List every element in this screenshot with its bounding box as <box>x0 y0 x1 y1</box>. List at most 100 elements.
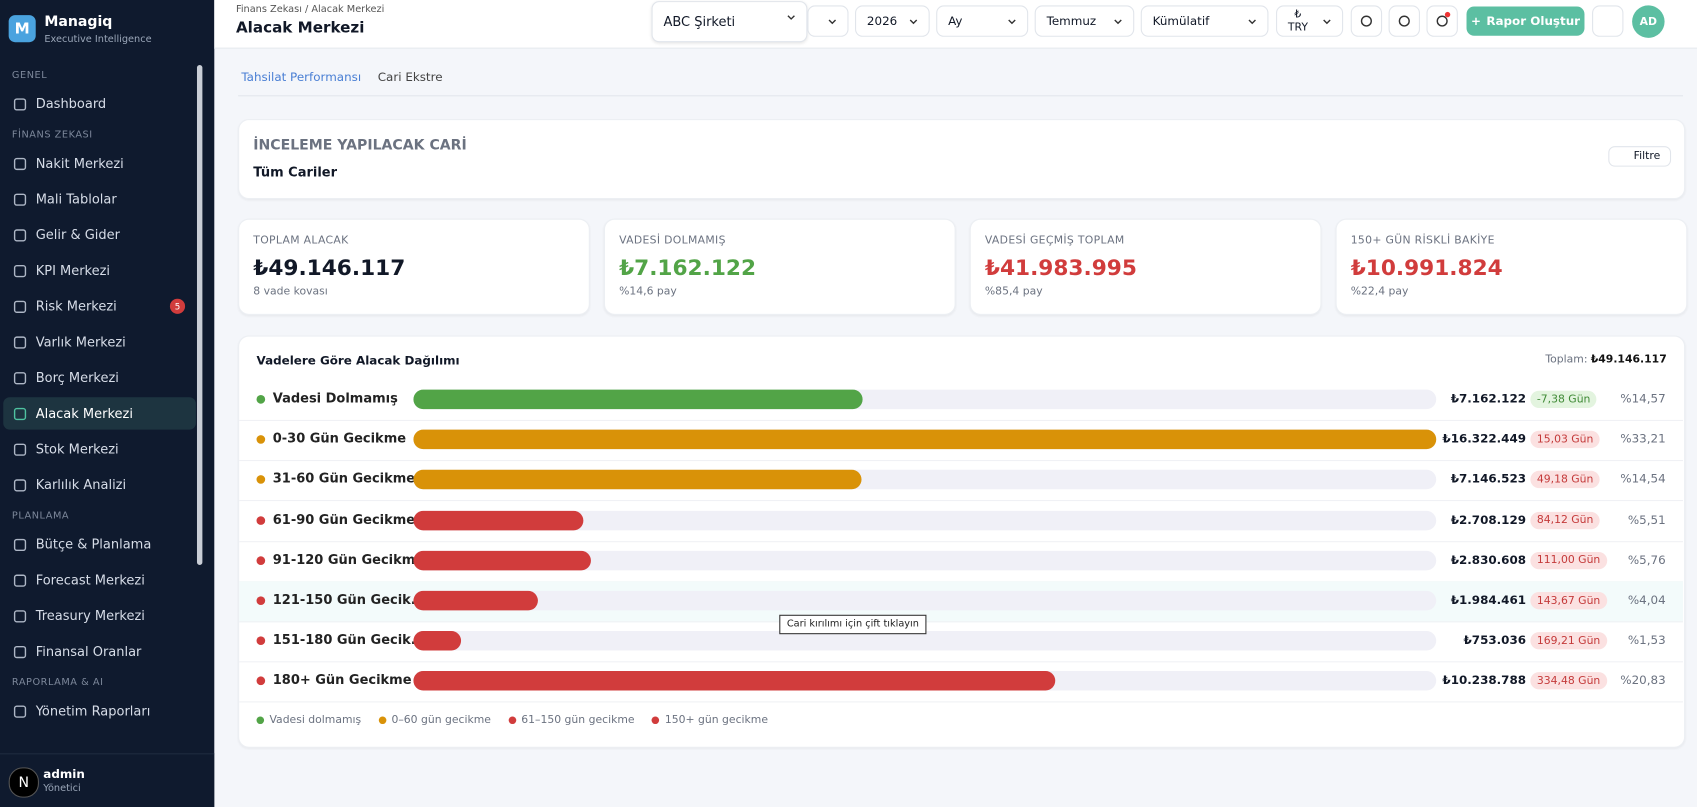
kpi-note: %85,4 pay <box>984 285 1043 298</box>
nav-item[interactable]: Gelir & Gider <box>3 219 196 251</box>
kpi-note: %22,4 pay <box>1350 285 1409 298</box>
month-select[interactable]: Temmuz <box>1034 5 1135 37</box>
year-select[interactable]: 2026 <box>855 5 930 37</box>
nav-label: Alacak Merkezi <box>35 405 133 422</box>
bucket-row[interactable]: Vadesi Dolmamış ₺7.162.122 -7,38 Gün %14,57 <box>239 380 1683 422</box>
days-chip: 334,48 Gün <box>1530 672 1607 690</box>
bucket-name: 0-30 Gün Gecikme <box>272 430 407 447</box>
legend-item: 61–150 gün gecikme <box>508 714 635 727</box>
bucket-name: 31-60 Gün Gecikme <box>272 471 416 487</box>
nav-item[interactable]: Karlılık Analizi <box>3 469 196 501</box>
nav-item[interactable]: Stok Merkezi <box>3 433 196 465</box>
chevron <box>1114 19 1122 25</box>
mode-select[interactable]: Kümülatif <box>1140 5 1269 37</box>
icon-button[interactable] <box>1388 5 1420 37</box>
bucket-row[interactable]: 61-90 Gün Gecikme ₺2.708.129 84,12 Gün %5,5… <box>239 501 1683 542</box>
tab[interactable]: Tahsilat Performansı <box>241 70 362 85</box>
amount: ₺1.984.461 <box>1450 593 1527 608</box>
nav-item[interactable]: Mali Tablolar <box>3 183 196 215</box>
nav-item[interactable]: Borç Merkezi <box>3 361 196 393</box>
currency-symbol: ₺ <box>1294 8 1302 21</box>
icon <box>13 609 27 622</box>
period-select-text: Ay <box>948 14 963 29</box>
sidebar: M Managiq Executive Intelligence GENEL Dashb… <box>0 0 215 807</box>
kpi-note: 8 vade kovası <box>253 285 328 298</box>
bar-track <box>413 510 1437 530</box>
filter-button[interactable]: Filtre <box>1608 146 1672 167</box>
nav-section: PLANLAMA <box>11 510 70 522</box>
tab[interactable]: Cari Ekstre <box>377 70 443 85</box>
period-select[interactable]: Ay <box>936 5 1029 37</box>
kpi-label: 150+ GÜN RİSKLİ BAKİYE <box>1350 234 1495 247</box>
total-value: ₺49.146.117 <box>1590 353 1667 366</box>
nav-label: Gelir & Gider <box>35 227 120 243</box>
report-button[interactable]: + Rapor Oluştur <box>1466 6 1585 36</box>
legend-dot <box>378 716 387 725</box>
icon <box>13 264 27 277</box>
nav-item[interactable]: Dashboard <box>3 88 196 120</box>
company-select[interactable]: ABC Şirketi <box>651 1 808 43</box>
currency-select[interactable]: ₺ TRY <box>1276 5 1344 37</box>
bucket-name: Vadesi Dolmamış <box>272 390 398 406</box>
tooltip: Cari kırılımı için çift tıklayın <box>779 614 927 635</box>
user-name: admin <box>43 767 85 782</box>
theme-button[interactable] <box>1592 5 1624 37</box>
nav-label: Nakit Merkezi <box>35 155 124 172</box>
total-label: Toplam: <box>1545 353 1588 366</box>
days-chip: 15,03 Gün <box>1530 430 1600 449</box>
icon <box>13 371 27 384</box>
legend-item: Vadesi dolmamış <box>256 714 361 726</box>
nav-item[interactable]: Bütçe & Planlama <box>3 528 196 560</box>
nav-item[interactable]: Alacak Merkezi <box>3 397 196 430</box>
icon <box>1398 15 1410 27</box>
icon <box>1360 15 1372 27</box>
bucket-row[interactable]: 121-150 Gün Gecik... ₺1.984.461 143,67 Gün… <box>239 581 1683 623</box>
bucket-row[interactable]: 91-120 Gün Gecikme ₺2.830.608 111,00 Gün %5… <box>239 541 1683 583</box>
amount: ₺7.162.122 <box>1450 391 1527 406</box>
share: %4,04 <box>1627 593 1666 608</box>
bucket-row[interactable]: 31-60 Gün Gecikme ₺7.146.523 49,18 Gün %14,… <box>239 460 1683 502</box>
bucket-row[interactable]: 0-30 Gün Gecikme ₺16.322.449 15,03 Gün %33,… <box>239 420 1683 462</box>
nav-label: Yönetim Raporları <box>35 703 151 719</box>
nav-label: Finansal Oranlar <box>35 643 142 660</box>
amount: ₺2.708.129 <box>1450 512 1527 527</box>
icon-button[interactable] <box>1426 5 1458 37</box>
chevron <box>1323 19 1331 25</box>
nav-section: GENEL <box>11 70 48 82</box>
chevron <box>828 19 837 25</box>
nav-item[interactable]: Varlık Merkezi <box>3 326 196 358</box>
legend-label: 61–150 gün gecikme <box>521 714 635 727</box>
bar-track <box>413 590 1437 611</box>
amount: ₺753.036 <box>1463 633 1527 648</box>
nav-item[interactable]: Yönetim Raporları <box>3 695 196 727</box>
page-title: Alacak Merkezi <box>235 19 365 37</box>
kpi-card: VADESİ DOLMAMIŞ ₺7.162.122 %14,6 pay <box>603 218 956 315</box>
icon <box>13 704 27 718</box>
extra-select[interactable] <box>807 5 849 37</box>
nav-item[interactable]: Finansal Oranlar <box>3 635 196 667</box>
icon-button[interactable] <box>1350 5 1383 37</box>
brand-logo: M <box>8 15 36 43</box>
share: %5,76 <box>1627 552 1666 567</box>
bucket-dot <box>256 556 266 565</box>
distribution-title: Vadelere Göre Alacak Dağılımı <box>256 353 460 368</box>
year-select-text: 2026 <box>866 14 898 29</box>
bar <box>413 631 461 651</box>
bucket-dot <box>256 435 266 444</box>
bucket-row[interactable]: 180+ Gün Gecikme ₺10.238.788 334,48 Gün %20… <box>239 662 1683 703</box>
share: %5,51 <box>1627 512 1666 527</box>
nav-item[interactable]: Forecast Merkezi <box>3 564 196 596</box>
share: %14,57 <box>1620 391 1666 406</box>
nav-item[interactable]: KPI Merkezi <box>3 254 196 286</box>
nav-item[interactable]: Risk Merkezi 5 <box>3 290 196 322</box>
kpi-value: ₺41.983.995 <box>984 254 1137 281</box>
review-value: Tüm Cariler <box>253 164 338 180</box>
nav-section: FİNANS ZEKASI <box>11 129 93 141</box>
nav-item[interactable]: Nakit Merkezi <box>3 147 196 179</box>
user-avatar[interactable]: AD <box>1632 5 1665 38</box>
bucket-dot <box>256 515 266 525</box>
bucket-row[interactable]: 151-180 Gün Gecik... ₺753.036 169,21 Gün %1… <box>239 621 1683 663</box>
nav-item[interactable]: Treasury Merkezi <box>3 600 196 632</box>
bar <box>413 550 591 571</box>
bucket-name: 180+ Gün Gecikme <box>272 672 412 688</box>
